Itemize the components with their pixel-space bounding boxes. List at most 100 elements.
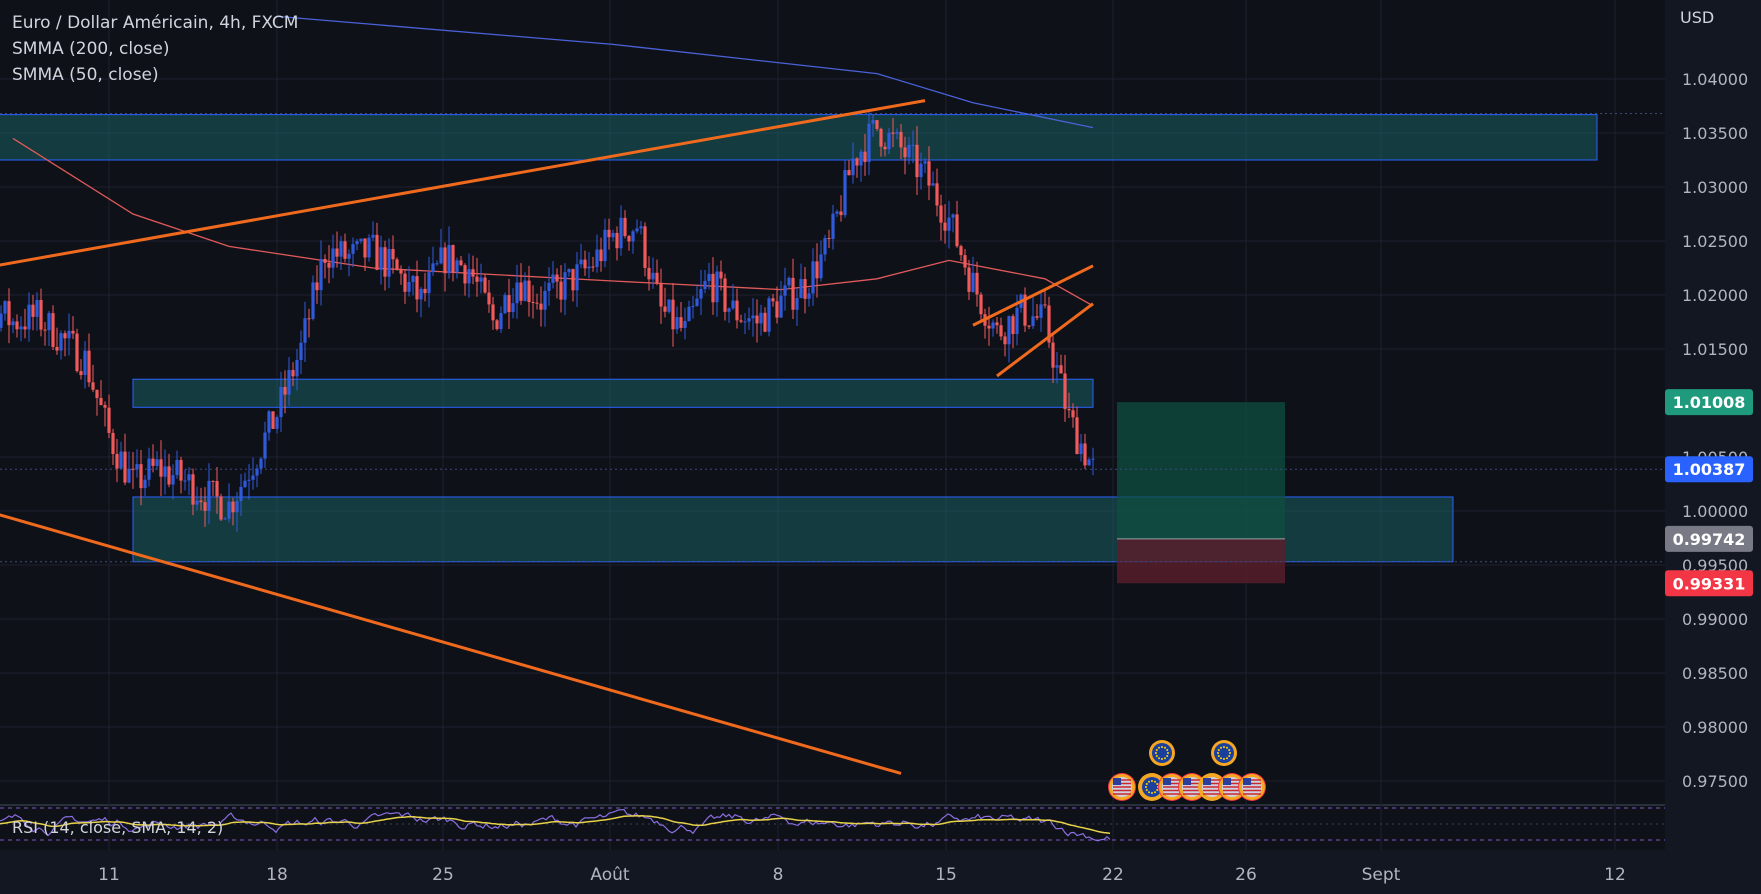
candle-body (811, 261, 815, 294)
candle-body (207, 480, 211, 511)
smma50-label[interactable]: SMMA (50, close) (12, 65, 159, 85)
candle-body (1051, 342, 1055, 368)
candle-body (611, 232, 615, 238)
candle-body (559, 281, 563, 300)
candle-body (951, 214, 955, 218)
candle-body (331, 248, 335, 268)
candle-body (319, 259, 323, 291)
candle-body (143, 479, 147, 489)
candle-body (659, 282, 663, 307)
candle-body (19, 326, 23, 330)
us-flag-canton (1243, 778, 1251, 785)
smma200-label[interactable]: SMMA (200, close) (12, 39, 170, 59)
candle-body (815, 261, 819, 279)
candle-body (1047, 305, 1051, 343)
candle-body (355, 241, 359, 245)
candle-body (435, 263, 439, 265)
currency-label[interactable]: USD (1680, 8, 1715, 27)
candle-body (67, 330, 71, 339)
candle-body (499, 313, 503, 330)
eu-flag-star (1223, 746, 1225, 748)
eu-flag-star (1164, 757, 1166, 760)
candle-body (639, 226, 643, 229)
candle-body (83, 350, 87, 376)
candle-body (315, 282, 319, 291)
candle-body (731, 300, 735, 309)
eu-flag-star (1155, 755, 1158, 757)
candle-body (163, 466, 167, 477)
candle-body (1043, 304, 1047, 306)
candle-body (1007, 316, 1011, 345)
candle-body (151, 458, 155, 466)
candle-body (483, 277, 487, 293)
price-tick-label: 0.99000 (1682, 610, 1748, 629)
candle-body (623, 217, 627, 236)
candle-body (103, 405, 107, 408)
candle-body (575, 264, 579, 291)
candle-body (219, 496, 223, 520)
falling-support-line (0, 513, 902, 775)
us-flag-canton (1183, 778, 1191, 785)
candle-body (1055, 365, 1059, 368)
candle-body (683, 321, 687, 328)
candle-body (335, 248, 339, 257)
candle-body (579, 259, 583, 265)
candle-body (79, 371, 83, 376)
eu-flag-star (1220, 757, 1222, 760)
candle-body (91, 382, 95, 390)
candle-body (995, 322, 999, 326)
candle-body (187, 474, 191, 481)
price-tick-label: 1.04000 (1682, 70, 1748, 89)
candle-body (635, 228, 639, 232)
candle-body (451, 245, 455, 273)
candle-body (59, 333, 63, 351)
candle-body (295, 359, 299, 377)
symbol-title[interactable]: Euro / Dollar Américain, 4h, FXCM (12, 13, 299, 33)
eu-flag-star (1226, 757, 1228, 760)
candle-body (307, 318, 311, 320)
date-tick-label: Août (590, 865, 630, 885)
candle-body (139, 464, 143, 489)
eu-flag-star (1155, 752, 1157, 754)
date-tick-label: Sept (1362, 865, 1401, 885)
candle-body (1023, 294, 1027, 326)
candle-body (615, 232, 619, 249)
candle-body (131, 468, 135, 470)
eu-flag-star (1161, 746, 1163, 748)
candle-body (35, 299, 39, 317)
candle-body (63, 333, 67, 339)
eu-flag-star (1155, 749, 1158, 751)
rsi-label[interactable]: RSI (14, close, SMA, 14, 2) (12, 818, 224, 837)
candle-body (251, 475, 255, 480)
candle-body (47, 313, 51, 331)
date-tick-label: 26 (1235, 865, 1257, 885)
candle-body (3, 301, 7, 314)
candle-body (55, 346, 59, 351)
candle-body (407, 282, 411, 292)
candle-body (171, 475, 175, 485)
candle-body (167, 466, 171, 485)
candle-body (487, 292, 491, 305)
candle-body (863, 151, 867, 162)
us-flag-canton (1113, 778, 1121, 785)
candle-body (71, 330, 75, 334)
candle-body (647, 267, 651, 280)
candle-body (743, 321, 747, 323)
candle-body (99, 398, 103, 406)
eu-flag-star (1154, 780, 1156, 783)
us-flag-canton (1203, 778, 1211, 785)
candle-body (179, 459, 183, 481)
eu-flag-star (1229, 752, 1231, 754)
candle-body (871, 120, 875, 124)
candle-body (791, 277, 795, 310)
price-tag (1665, 525, 1753, 552)
price-tag (1665, 389, 1753, 416)
resistance-zone-top (0, 114, 1598, 161)
candle-body (967, 267, 971, 292)
candle-body (1091, 458, 1095, 460)
candle-body (779, 295, 783, 318)
candle-body (191, 474, 195, 505)
candle-body (183, 480, 187, 482)
candle-body (671, 299, 675, 330)
